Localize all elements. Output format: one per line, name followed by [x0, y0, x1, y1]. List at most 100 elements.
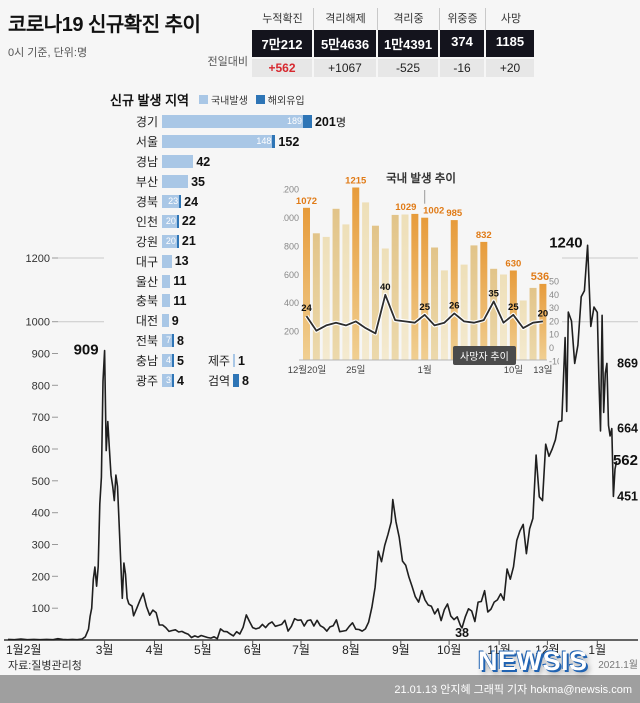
bar-total-value: 152: [278, 134, 300, 149]
stat-label: 격리중: [378, 8, 440, 30]
region-bar: 7: [162, 334, 174, 348]
bar-imported-segment: [172, 334, 174, 348]
inset-x-label: 10일: [504, 365, 523, 376]
deaths-value-label: 25: [508, 302, 519, 313]
inset-bar-label: 1072: [296, 196, 317, 207]
month-label: 10월: [437, 643, 461, 657]
stat-delta: +562: [252, 59, 312, 77]
legend-label: 국내발생: [210, 95, 248, 107]
region-extra-value: 8: [242, 373, 249, 388]
bar-inner-value: 20: [165, 235, 176, 246]
inset-bar: [371, 225, 379, 360]
stat-value: 374: [440, 30, 484, 57]
inset-bar-label: 832: [476, 230, 492, 241]
y-tick-label: 900: [32, 349, 50, 361]
region-row: 인천 20 22: [110, 211, 364, 231]
bar-domestic-segment: 20: [162, 234, 177, 248]
deaths-value-label: 24: [301, 303, 312, 314]
bar-domestic-segment: [162, 254, 172, 268]
delta-row-label: 전일대비: [207, 56, 248, 68]
bar-imported-segment: [172, 354, 174, 368]
inset-left-axis-label: 1200: [283, 185, 299, 195]
region-bar: 3: [162, 374, 174, 388]
month-label: 11월: [487, 643, 511, 657]
stat-delta: +20: [486, 59, 534, 77]
deaths-value-label: 35: [488, 288, 499, 299]
region-bar: [162, 155, 194, 169]
bar-domestic-segment: [162, 274, 171, 288]
stat-delta: +1067: [314, 59, 376, 77]
region-bar: [162, 274, 171, 288]
inset-bar: [480, 241, 488, 360]
inset-right-axis-label: 30: [549, 303, 559, 313]
region-row: 대구 13: [110, 251, 364, 271]
inset-bar: [352, 187, 360, 360]
bar-imported-segment: [303, 115, 312, 129]
bar-domestic-segment: [162, 155, 194, 169]
bar-domestic-segment: 7: [162, 334, 172, 348]
region-row: 울산 11: [110, 271, 364, 291]
region-row: 강원 20 21: [110, 231, 364, 251]
year-label: 2021.1월: [598, 659, 638, 671]
inset-bar: [470, 245, 478, 360]
inset-bar: [342, 224, 350, 360]
region-extra-bar: [233, 354, 236, 368]
bar-domestic-segment: 3: [162, 374, 172, 388]
inset-bar: [411, 213, 419, 360]
region-row: 경북 23 24: [110, 192, 364, 212]
region-name: 부산: [135, 175, 158, 190]
inset-bar: [450, 220, 458, 360]
region-bar-chart: 신규 발생 지역 국내발생 해외유입 경기 189 201명 서울 148 152 경남 42 부…: [110, 90, 364, 390]
region-extra-bar: [233, 374, 240, 388]
inset-right-axis-label: 40: [549, 290, 559, 300]
y-tick-label: 700: [32, 412, 50, 424]
inset-bar-label: 985: [446, 208, 463, 219]
inset-bar: [381, 248, 389, 360]
month-label: 3월: [96, 643, 114, 657]
bar-imported-segment: [272, 135, 276, 149]
month-label: 8월: [342, 643, 360, 657]
legend-item: 해외유입: [255, 92, 305, 107]
deaths-trend-badge: 사망자 추이: [453, 346, 516, 365]
region-name: 광주: [135, 374, 158, 389]
bar-domestic-segment: 4: [162, 354, 172, 368]
region-row: 경남 42: [110, 152, 364, 172]
y-tick-label: 500: [32, 476, 50, 488]
summary-stats-table: 누적확진 격리해제 격리중 위중증 사망 7만212 5만4636 1만4391 374 1185…: [252, 8, 536, 77]
y-tick-label: 200: [32, 571, 50, 583]
inset-bar: [421, 217, 429, 360]
inset-bar-label: 630: [505, 259, 521, 270]
y-tick-label: 1000: [26, 317, 50, 329]
month-label: 6월: [244, 643, 262, 657]
page-subtitle: 0시 기준, 단위:명: [8, 47, 88, 59]
region-row: 대전 9: [110, 311, 364, 331]
region-name: 울산: [135, 274, 158, 289]
region-bar: 23: [162, 195, 182, 208]
inset-bar: [391, 214, 399, 360]
bar-imported-segment: [176, 234, 179, 248]
legend-item: 국내발생: [198, 92, 248, 107]
stat-value: 1185: [486, 30, 534, 57]
month-label: 9월: [392, 643, 410, 657]
region-row: 경기 189 201명: [110, 112, 364, 132]
bar-domestic-segment: 20: [162, 214, 177, 228]
stats-label-row: 누적확진 격리해제 격리중 위중증 사망: [252, 8, 536, 30]
bar-domestic-segment: 148: [162, 135, 273, 149]
deaths-value-label: 25: [419, 302, 430, 313]
region-bar: 20: [162, 214, 179, 228]
bar-total-unit: 명: [335, 116, 346, 129]
legend-label: 해외유입: [267, 95, 305, 107]
inset-bar: [460, 264, 468, 360]
deaths-line: [305, 293, 544, 335]
region-row: 부산 35: [110, 172, 364, 192]
inset-x-label: 13일: [533, 365, 552, 376]
bar-total-value: 21: [181, 234, 196, 249]
y-tick-label: 300: [32, 540, 50, 552]
bar-domestic-segment: 23: [162, 195, 180, 208]
region-name: 경기: [135, 115, 158, 130]
bar-imported-segment: [176, 214, 179, 228]
region-chart-header: 신규 발생 지역 국내발생 해외유입: [110, 90, 364, 108]
deaths-value-label: 40: [380, 282, 391, 293]
inset-right-axis-label: 0: [549, 343, 554, 353]
